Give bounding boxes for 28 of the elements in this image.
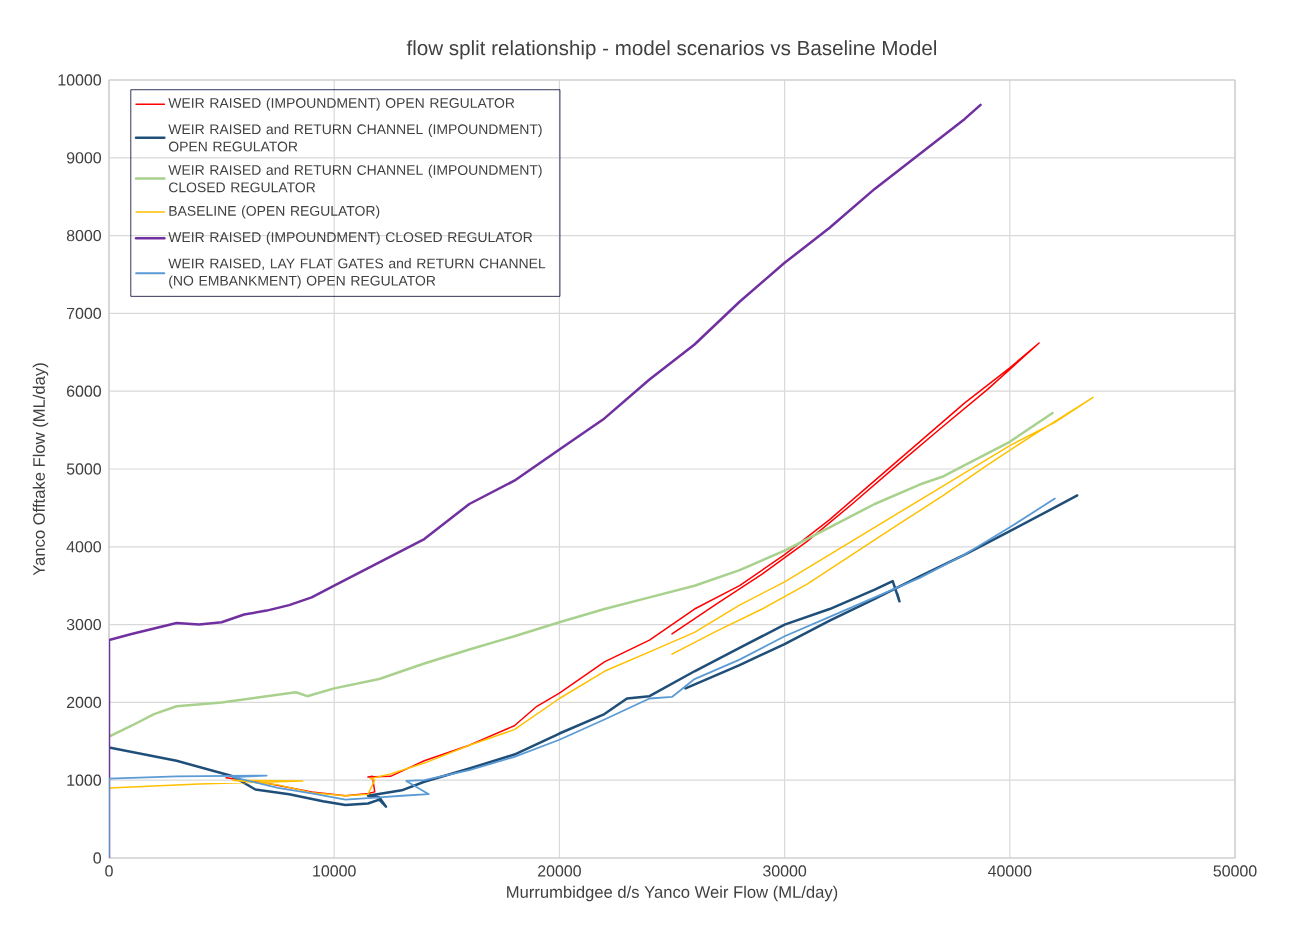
y-tick-label: 7000 <box>67 307 102 320</box>
x-tick-label: 10000 <box>313 865 356 877</box>
x-tick-label: 40000 <box>988 865 1032 877</box>
y-axis-title: Yanco Offtake Flow (ML/day) <box>32 363 49 576</box>
y-tick-label: 9000 <box>66 152 102 164</box>
x-tick-label: 50000 <box>1213 865 1257 877</box>
legend-label: WEIR RAISED and RETURN CHANNEL (IMPOUNDMENT) OPEN REGULATOR <box>168 123 542 152</box>
y-tick-label: 0 <box>93 852 102 864</box>
chart-title: flow split relationship - model scenarios vs Baseline Model <box>406 40 936 60</box>
y-tick-label: 2000 <box>66 696 102 709</box>
legend-label: WEIR RAISED and RETURN CHANNEL (IMPOUNDMENT) CLOSED REGULATOR <box>168 164 542 193</box>
line-series <box>109 497 1056 858</box>
y-tick-label: 6000 <box>67 385 102 397</box>
x-tick-label: 20000 <box>538 865 581 877</box>
legend-label: BASELINE (OPEN REGULATOR) <box>169 205 380 219</box>
y-tick-label: 4000 <box>66 541 102 553</box>
y-tick-label: 5000 <box>66 463 102 475</box>
y-tick-label: 3000 <box>66 618 102 631</box>
y-tick-label: 8000 <box>66 229 102 242</box>
legend-label: WEIR RAISED (IMPOUNDMENT) CLOSED REGULATOR <box>168 231 533 245</box>
x-tick-label: 30000 <box>763 865 807 877</box>
y-tick-label: 1000 <box>67 774 102 786</box>
legend-label: WEIR RAISED, LAY FLAT GATES and RETURN CHANNEL (NO EMBANKMENT) OPEN REGULATOR <box>168 258 546 289</box>
y-tick-label: 10000 <box>58 74 102 86</box>
line-series <box>109 411 1054 738</box>
x-tick-label: 0 <box>105 865 113 877</box>
x-axis-title: Murrumbidgee d/s Yanco Weir Flow (ML/day) <box>507 885 838 902</box>
legend-label: WEIR RAISED (IMPOUNDMENT) OPEN REGULATOR <box>168 97 515 111</box>
